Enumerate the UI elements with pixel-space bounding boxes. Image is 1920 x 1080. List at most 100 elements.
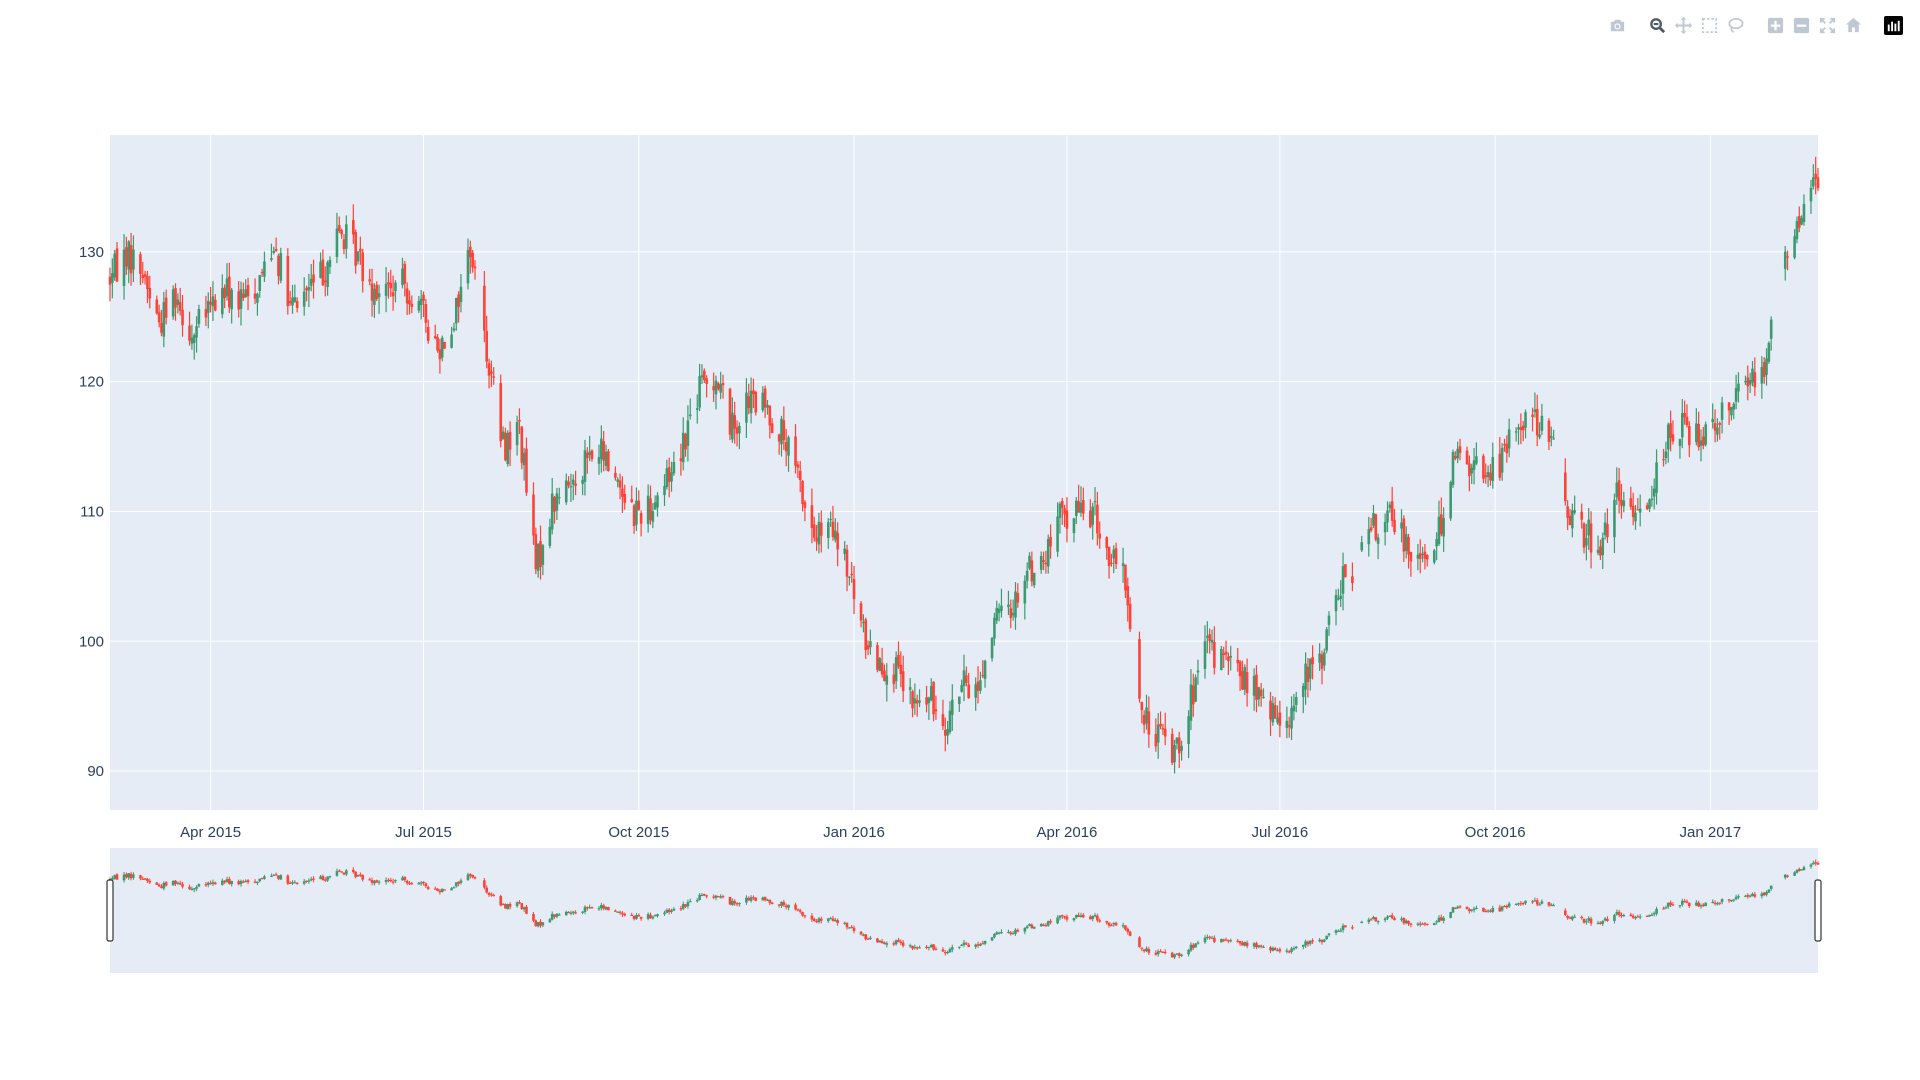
slider-candle-body (684, 904, 687, 907)
slider-candle-body (1000, 931, 1003, 934)
candle-body (204, 309, 208, 318)
reset-axes-button[interactable] (1840, 12, 1866, 38)
slider-candle-body (1409, 923, 1413, 925)
slider-candle-body (534, 920, 538, 927)
candle-body (160, 322, 163, 333)
slider-candle-body (295, 882, 299, 885)
rangeslider-right-handle[interactable] (1814, 879, 1822, 942)
candle-body (1238, 661, 1242, 677)
candle-body (436, 337, 439, 351)
zoom-button[interactable] (1644, 12, 1670, 38)
slider-candle-body (466, 874, 470, 880)
slider-candle-body (1793, 872, 1796, 876)
slider-candle-body (1552, 905, 1555, 907)
candle-body (1636, 509, 1640, 511)
slider-candle-body (1484, 910, 1488, 913)
candle-body (995, 607, 999, 621)
slider-candle-body (129, 873, 133, 879)
candle-body (1224, 651, 1228, 655)
candle-body (174, 288, 177, 308)
candle-body (541, 545, 545, 565)
slider-candle-body (504, 904, 507, 909)
slider-candle-body (518, 902, 521, 904)
slider-candle-body (1369, 919, 1373, 921)
slider-candle-body (1678, 905, 1682, 907)
slider-candle-body (143, 878, 147, 880)
candle-body (1163, 728, 1167, 737)
autoscale-button[interactable] (1814, 12, 1840, 38)
slider-candle-body (1585, 921, 1588, 923)
rangeslider-handles[interactable] (106, 879, 1822, 942)
candle-body (864, 619, 868, 651)
slider-candle-body (1650, 914, 1654, 916)
candle-body (684, 434, 687, 450)
slider-candle-body (525, 906, 528, 914)
slider-candle-body (1327, 933, 1331, 936)
slider-candle-body (1060, 915, 1064, 917)
candle-body (352, 220, 355, 235)
slider-candle-body (1110, 925, 1113, 927)
camera-button[interactable] (1604, 12, 1630, 38)
candle-body (342, 239, 346, 250)
rangeslider-left-handle[interactable] (106, 879, 114, 942)
slider-candle-body (375, 880, 379, 883)
slider-candle-body (929, 944, 933, 948)
slider-candle-body (1098, 920, 1102, 922)
slider-candle-body (342, 872, 346, 875)
slider-candle-body (487, 892, 491, 895)
candle-body (190, 337, 194, 344)
candle-body (1032, 572, 1036, 586)
candle-body (1533, 409, 1537, 413)
candle-body (1327, 615, 1331, 625)
candle-body (784, 442, 788, 452)
candle-body (1620, 499, 1623, 506)
candle-body (880, 662, 884, 675)
zoom-out-button[interactable] (1788, 12, 1814, 38)
candle-body (1227, 656, 1230, 662)
lasso-select-button[interactable] (1722, 12, 1748, 38)
candle-body (1060, 501, 1064, 509)
candle-body (1259, 689, 1263, 697)
slider-candle-body (1390, 915, 1394, 919)
candle-body (1671, 434, 1675, 442)
candle-body (1505, 443, 1509, 454)
slider-candle-body (1213, 937, 1216, 943)
slider-candle-body (111, 878, 114, 880)
candle-body (600, 438, 603, 460)
slider-candle-body (719, 896, 722, 898)
slider-candle-body (260, 878, 264, 880)
slider-candle-body (600, 905, 603, 909)
candle-body (260, 271, 264, 274)
slider-candle-body (1142, 949, 1146, 952)
slider-candle-body (1177, 953, 1181, 956)
slider-candle-body (410, 883, 414, 885)
slider-candle-body (1042, 924, 1045, 926)
pan-button[interactable] (1670, 12, 1696, 38)
slider-candle-body (990, 937, 994, 941)
slider-candle-body (1744, 895, 1747, 897)
candle-body (197, 309, 201, 324)
candle-body (302, 291, 306, 307)
slider-candle-body (1465, 906, 1469, 910)
slider-candle-body (1732, 899, 1736, 901)
slider-candle-body (1140, 947, 1144, 949)
candle-body (1177, 737, 1181, 754)
candle-body (993, 617, 996, 639)
zoom-in-button[interactable] (1762, 12, 1788, 38)
candle-body (1688, 426, 1691, 446)
plot-area[interactable] (110, 135, 1818, 810)
candle-body (787, 437, 790, 456)
candle-body (1716, 427, 1719, 435)
slider-candle-body (1564, 910, 1567, 916)
rangeslider[interactable] (110, 848, 1818, 973)
slider-candle-body (798, 910, 802, 912)
box-select-button[interactable] (1696, 12, 1722, 38)
candle-body (370, 283, 374, 301)
candle-body (803, 502, 807, 508)
candle-body (911, 691, 914, 709)
candle-body (485, 331, 488, 362)
candle-body (1744, 381, 1747, 383)
plotly-logo-button[interactable] (1880, 12, 1906, 38)
zoom-in-icon (1767, 17, 1783, 33)
candle-body (1425, 554, 1429, 560)
